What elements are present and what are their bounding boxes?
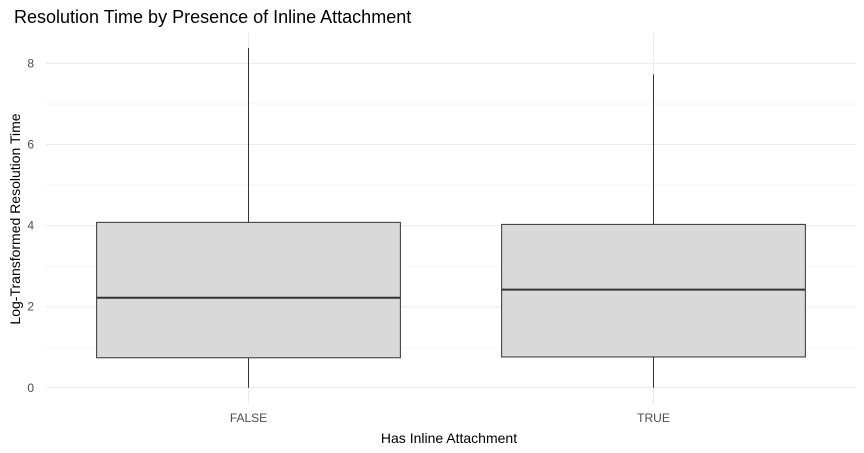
y-tick-label: 0 [27, 381, 34, 395]
x-tick-label: TRUE [637, 411, 670, 425]
y-tick-label: 6 [27, 138, 34, 152]
boxes [96, 48, 806, 388]
x-axis-title: Has Inline Attachment [381, 430, 517, 446]
y-axis-title: Log-Transformed Resolution Time [7, 113, 23, 324]
box-body [96, 221, 401, 359]
y-axis-ticks: 0 2 4 6 8 [27, 56, 34, 394]
chart-title: Resolution Time by Presence of Inline At… [14, 7, 411, 27]
y-tick-label: 8 [27, 56, 34, 70]
box-body [501, 223, 806, 358]
x-axis-ticks: FALSE TRUE [230, 411, 670, 425]
box-false [96, 48, 401, 388]
y-tick-label: 4 [27, 219, 34, 233]
box-true [501, 74, 806, 388]
y-tick-label: 2 [27, 300, 34, 314]
x-tick-label: FALSE [230, 411, 267, 425]
